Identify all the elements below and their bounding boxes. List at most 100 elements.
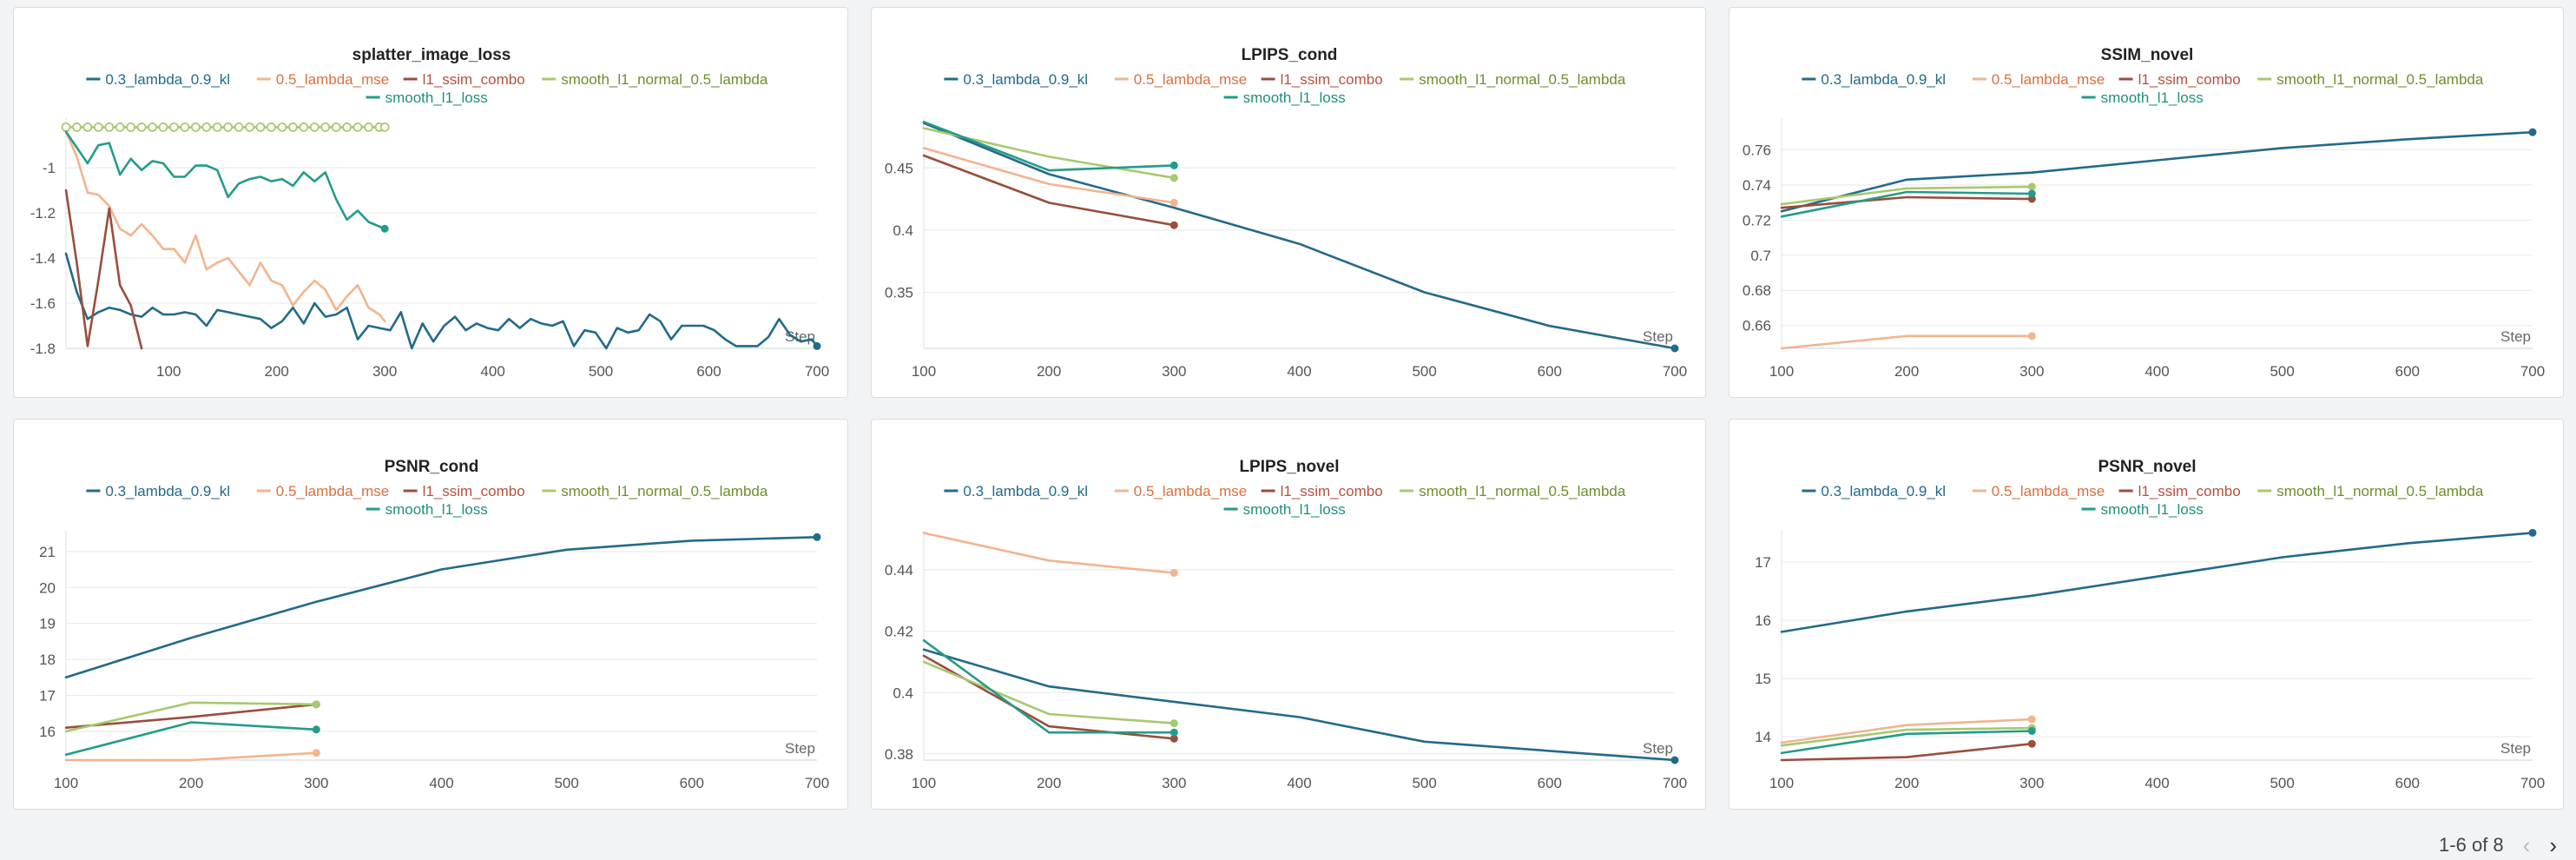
legend-label-smooth-l1-normal-0-5-lambda: smooth_l1_normal_0.5_lambda [561,483,768,499]
x-tick-label: 500 [1412,363,1436,380]
series-line-0-5-lambda-mse [1780,334,2033,350]
series-line-smooth-l1-normal-0-5-lambda [922,660,1176,724]
y-tick-label: 14 [1755,729,1771,745]
y-tick-label: -1.2 [30,205,56,222]
chart-svg-6: PSNR_novel 0.3_lambda_0.9_kl 0.5_lambda_ms… [1755,458,2545,791]
data-point-smooth-l1-normal-0-5-lambda [126,122,136,132]
series-endpoint-0-3-lambda-0-9-kl [2528,528,2537,537]
y-tick-label: -1 [43,160,56,176]
x-tick-label: 600 [2395,363,2420,380]
series-endpoint-0-3-lambda-0-9-kl [1670,344,1679,353]
y-tick-label: 18 [39,652,56,668]
y-tick-label: 0.44 [885,562,913,579]
x-axis-label: Step [1643,740,1673,757]
x-tick-label: 400 [480,363,504,380]
series-endpoint-0-5-lambda-mse [2027,332,2036,341]
x-tick-label: 300 [2019,363,2044,380]
series-line-smooth-l1-loss [1780,190,2033,218]
x-tick-label: 100 [54,775,78,791]
x-tick-label: 300 [1162,775,1186,791]
chart-panel-4[interactable]: PSNR_cond 0.3_lambda_0.9_kl 0.5_lambda_mse… [13,419,848,810]
x-tick-label: 300 [1162,363,1186,380]
y-tick-label: 0.74 [1743,177,1771,194]
x-tick-label: 700 [1663,775,1687,791]
data-point-smooth-l1-normal-0-5-lambda [212,122,222,132]
x-tick-label: 600 [680,775,704,791]
y-tick-label: -1.4 [30,250,56,267]
chart-svg-2: LPIPS_cond 0.3_lambda_0.9_kl 0.5_lambda_ms… [885,46,1687,380]
y-tick-label: 0.4 [893,222,913,239]
chart-panel-2[interactable]: LPIPS_cond 0.3_lambda_0.9_kl 0.5_lambda_ms… [871,7,1706,398]
y-tick-label: 0.66 [1743,318,1771,334]
data-point-smooth-l1-normal-0-5-lambda [72,122,82,132]
y-tick-label: 0.7 [1750,248,1771,264]
y-tick-label: 0.72 [1743,212,1771,228]
data-point-smooth-l1-normal-0-5-lambda [379,122,390,132]
y-tick-label: 19 [39,616,56,632]
legend-label-0-5-lambda-mse: 0.5_lambda_mse [276,483,389,499]
series-line-smooth-l1-normal-0-5-lambda [1780,726,2033,747]
x-tick-label: 200 [1037,363,1061,380]
series-endpoint-smooth-l1-loss [312,725,320,734]
series-endpoint-0-3-lambda-0-9-kl [2528,128,2537,136]
series-line-0-3-lambda-0-9-kl [1780,130,2534,213]
pagination: 1-6 of 8 ‹ › [2439,834,2557,857]
series-line-0-3-lambda-0-9-kl [1780,532,2534,633]
series-line-0-5-lambda-mse [1780,718,2033,744]
x-tick-label: 100 [1769,363,1794,380]
series-endpoint-0-5-lambda-mse [2027,715,2036,724]
series-endpoint-l1-ssim-combo [2027,739,2036,748]
legend-label-0-5-lambda-mse: 0.5_lambda_mse [1134,71,1247,88]
series-line-smooth-l1-loss [64,130,386,230]
y-tick-label: 21 [39,544,56,560]
series-line-0-3-lambda-0-9-kl [64,252,819,350]
legend-label-smooth-l1-loss: smooth_l1_loss [1243,501,1346,518]
data-point-smooth-l1-normal-0-5-lambda [82,122,93,132]
series-endpoint-l1-ssim-combo [1169,221,1178,229]
x-tick-label: 100 [156,363,181,380]
data-point-smooth-l1-normal-0-5-lambda [115,122,125,132]
legend-label-0-5-lambda-mse: 0.5_lambda_mse [1992,71,2105,88]
x-tick-label: 400 [1287,363,1311,380]
x-tick-label: 600 [696,363,721,380]
legend-label-0-3-lambda-0-9-kl: 0.3_lambda_0.9_kl [1821,71,1946,88]
data-point-smooth-l1-normal-0-5-lambda [190,122,201,132]
series-line-0-3-lambda-0-9-kl [64,536,819,679]
chart-panel-1[interactable]: splatter_image_loss 0.3_lambda_0.9_kl 0.5_… [13,7,848,398]
legend-label-l1-ssim-combo: l1_ssim_combo [2138,483,2241,499]
chart-panel-5[interactable]: LPIPS_novel 0.3_lambda_0.9_kl 0.5_lambda_m… [871,419,1706,810]
series-line-0-5-lambda-mse [922,147,1176,204]
legend-label-smooth-l1-normal-0-5-lambda: smooth_l1_normal_0.5_lambda [1419,483,1626,499]
chart-svg-3: SSIM_novel 0.3_lambda_0.9_kl 0.5_lambda_ms… [1743,46,2545,380]
x-tick-label: 700 [805,775,829,791]
x-tick-label: 700 [1663,363,1687,380]
data-point-smooth-l1-normal-0-5-lambda [277,122,287,132]
chart-svg-4: PSNR_cond 0.3_lambda_0.9_kl 0.5_lambda_mse… [39,458,829,791]
chart-title: LPIPS_cond [1242,46,1338,64]
x-axis-label: Step [785,740,815,757]
y-tick-label: 16 [39,724,56,740]
series-line-0-5-lambda-mse [64,130,386,323]
data-point-smooth-l1-normal-0-5-lambda [136,122,147,132]
chart-panel-3[interactable]: SSIM_novel 0.3_lambda_0.9_kl 0.5_lambda_ms… [1729,7,2564,398]
chart-title: PSNR_cond [385,458,479,476]
legend-label-l1-ssim-combo: l1_ssim_combo [1281,71,1383,88]
x-tick-label: 400 [1287,775,1311,791]
x-tick-label: 300 [372,363,397,380]
x-axis-label: Step [1643,328,1673,345]
series-line-0-5-lambda-mse [64,751,318,762]
y-tick-label: 0.4 [893,685,913,701]
legend-label-0-5-lambda-mse: 0.5_lambda_mse [1992,483,2105,499]
series-line-smooth-l1-loss [1780,730,2033,755]
next-page-icon[interactable]: › [2549,832,2557,858]
prev-page-icon[interactable]: ‹ [2522,832,2531,858]
x-tick-label: 300 [304,775,328,791]
legend-label-0-5-lambda-mse: 0.5_lambda_mse [1134,483,1247,499]
chart-panel-6[interactable]: PSNR_novel 0.3_lambda_0.9_kl 0.5_lambda_ms… [1729,419,2564,810]
legend-label-smooth-l1-normal-0-5-lambda: smooth_l1_normal_0.5_lambda [1419,71,1626,88]
legend-label-l1-ssim-combo: l1_ssim_combo [2138,71,2241,88]
y-tick-label: 0.38 [885,746,913,763]
y-tick-label: 17 [1755,554,1771,571]
legend-label-0-3-lambda-0-9-kl: 0.3_lambda_0.9_kl [105,483,230,499]
data-point-smooth-l1-normal-0-5-lambda [352,122,363,132]
